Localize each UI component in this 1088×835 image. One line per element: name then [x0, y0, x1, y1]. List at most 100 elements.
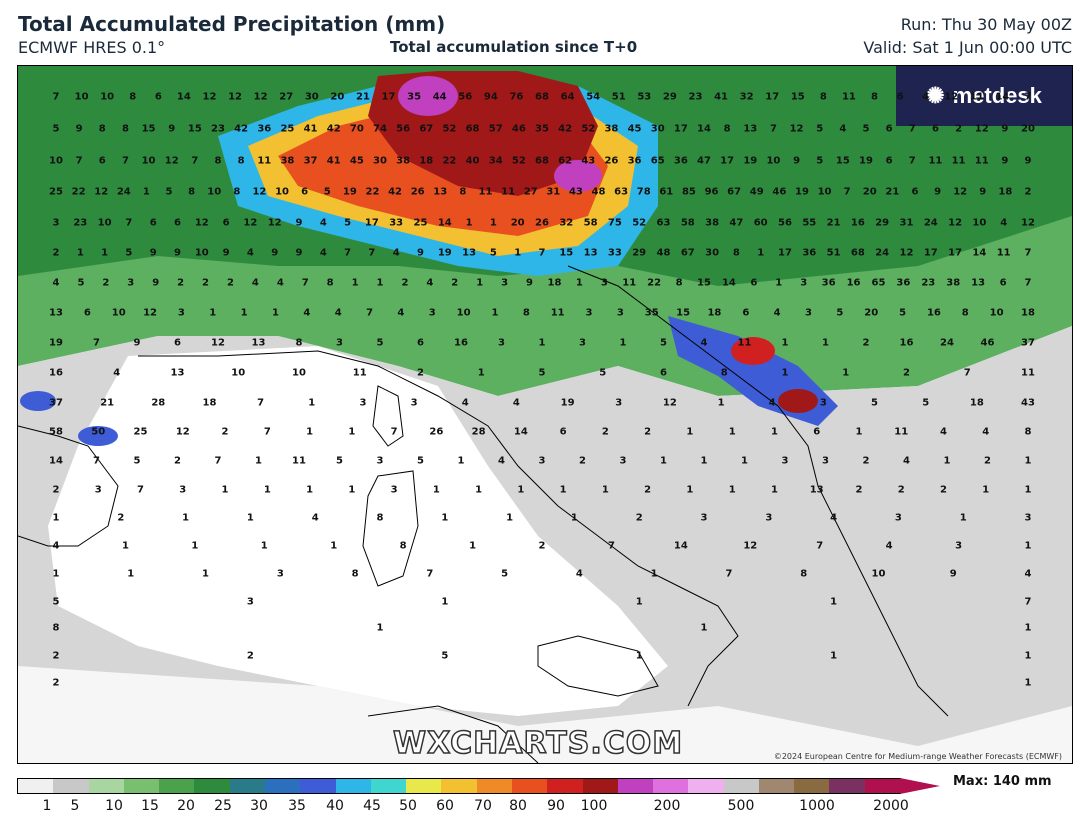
precip-value-label: 18 [969, 397, 984, 409]
precip-value-label: 52 [442, 123, 457, 135]
precip-value-label: 3 [336, 337, 343, 349]
precip-value-label: 2 [52, 247, 60, 259]
precip-value-label: 10 [292, 367, 306, 379]
precip-value-label: 52 [632, 217, 647, 229]
legend-color-swatch [335, 779, 371, 793]
precip-value-label: 4 [512, 397, 520, 409]
run-label: Run: Thu 30 May 00Z [900, 15, 1072, 34]
precip-value-label: 42 [388, 186, 403, 198]
precip-value-label: 12 [228, 91, 243, 103]
legend-color-swatch [370, 779, 407, 793]
precip-value-label: 67 [680, 247, 695, 259]
precip-value-label: 11 [352, 367, 367, 379]
precip-value-label: 14 [721, 277, 736, 289]
precip-value-label: 20 [330, 91, 345, 103]
precip-value-label: 6 [742, 307, 750, 319]
precip-value-label: 26 [604, 155, 619, 167]
precip-value-label: 7 [52, 91, 60, 103]
precip-value-label: 12 [202, 91, 217, 103]
precip-value-label: 5 [336, 455, 343, 467]
precip-value-label: 3 [805, 307, 812, 319]
precip-value-label: 2 [862, 455, 870, 467]
precip-value-label: 1 [489, 217, 497, 229]
precip-value-label: 12 [789, 123, 804, 135]
precip-value-label: 5 [77, 277, 85, 289]
precip-value-label: 9 [75, 123, 83, 135]
precip-value-label: 18 [707, 307, 722, 319]
precip-value-label: 7 [1024, 596, 1032, 608]
precip-value-label: 10 [141, 155, 156, 167]
precip-value-label: 1 [781, 367, 789, 379]
legend-tick-label: 1000 [799, 798, 835, 814]
precip-value-label: 4 [885, 540, 893, 552]
precip-value-label: 13 [251, 337, 266, 349]
precip-value-label: 8 [121, 123, 129, 135]
precip-value-label: 4 [903, 455, 910, 467]
precip-value-label: 8 [1024, 426, 1032, 438]
precip-value-label: 1 [271, 307, 279, 319]
precip-value-label: 11 [737, 337, 752, 349]
precip-value-label: 12 [743, 540, 758, 552]
legend-color-swatch [441, 779, 477, 793]
precip-value-label: 42 [558, 123, 573, 135]
legend-tick-label: 2000 [873, 798, 909, 814]
precip-value-label: 1 [441, 512, 449, 524]
precip-value-label: 6 [222, 217, 230, 229]
precip-value-label: 14 [995, 91, 1010, 103]
precip-value-label: 68 [535, 91, 549, 103]
precip-value-label: 8 [819, 91, 827, 103]
precip-value-label: 4 [461, 397, 469, 409]
precip-value-label: 1 [959, 512, 967, 524]
precip-value-label: 1 [221, 484, 229, 496]
precip-value-label: 78 [636, 186, 651, 198]
precip-value-label: 16 [899, 337, 914, 349]
legend-color-swatch [511, 779, 548, 793]
precip-value-label: 70 [349, 123, 364, 135]
precip-value-label: 3 [179, 484, 187, 496]
precip-value-label: 27 [279, 91, 294, 103]
precip-value-label: 9 [152, 277, 160, 289]
precip-value-label: 1 [770, 484, 778, 496]
precip-value-label: 30 [650, 123, 665, 135]
precip-value-label: 3 [765, 512, 773, 524]
precip-value-label: 11 [622, 277, 637, 289]
precip-value-label: 1 [209, 307, 217, 319]
precip-value-label: 3 [428, 307, 436, 319]
precip-value-label: 30 [373, 155, 387, 167]
precip-value-label: 6 [154, 91, 162, 103]
precip-value-label: 11 [894, 426, 909, 438]
precip-value-label: 1 [728, 426, 736, 438]
precip-value-label: 10 [989, 307, 1004, 319]
precip-value-label: 2 [855, 484, 863, 496]
precip-value-label: 23 [921, 277, 936, 289]
legend-color-swatch [794, 779, 830, 793]
precip-value-label: 1 [775, 277, 783, 289]
precip-value-label: 1 [476, 277, 484, 289]
legend-tick-label: 70 [474, 798, 492, 814]
precip-value-label: 13 [433, 186, 448, 198]
precip-value-label: 20 [864, 307, 879, 319]
legend-color-swatch [476, 779, 512, 793]
precip-value-label: 46 [980, 337, 995, 349]
precip-value-label: 5 [441, 650, 449, 662]
precip-value-label: 9 [417, 247, 424, 259]
precip-value-label: 10 [231, 367, 246, 379]
precip-value-label: 60 [753, 217, 768, 229]
precip-value-label: 11 [996, 247, 1011, 259]
precip-value-label: 1 [263, 484, 271, 496]
precip-value-label: 30 [705, 247, 720, 259]
precip-value-label: 12 [243, 217, 258, 229]
precip-value-label: 1 [76, 247, 84, 259]
precip-value-label: 6 [417, 337, 424, 349]
precip-value-label: 1 [191, 540, 199, 552]
precip-value-label: 5 [133, 455, 141, 467]
precip-value-label: 7 [125, 217, 133, 229]
precip-value-label: 31 [546, 186, 561, 198]
precip-value-label: 12 [211, 337, 225, 349]
precip-value-label: 3 [822, 455, 829, 467]
precip-value-label: 36 [257, 123, 272, 135]
precip-value-label: 32 [739, 91, 754, 103]
precip-value-label: 12 [948, 217, 963, 229]
precip-value-label: 19 [342, 186, 357, 198]
precip-value-label: 1 [246, 512, 254, 524]
